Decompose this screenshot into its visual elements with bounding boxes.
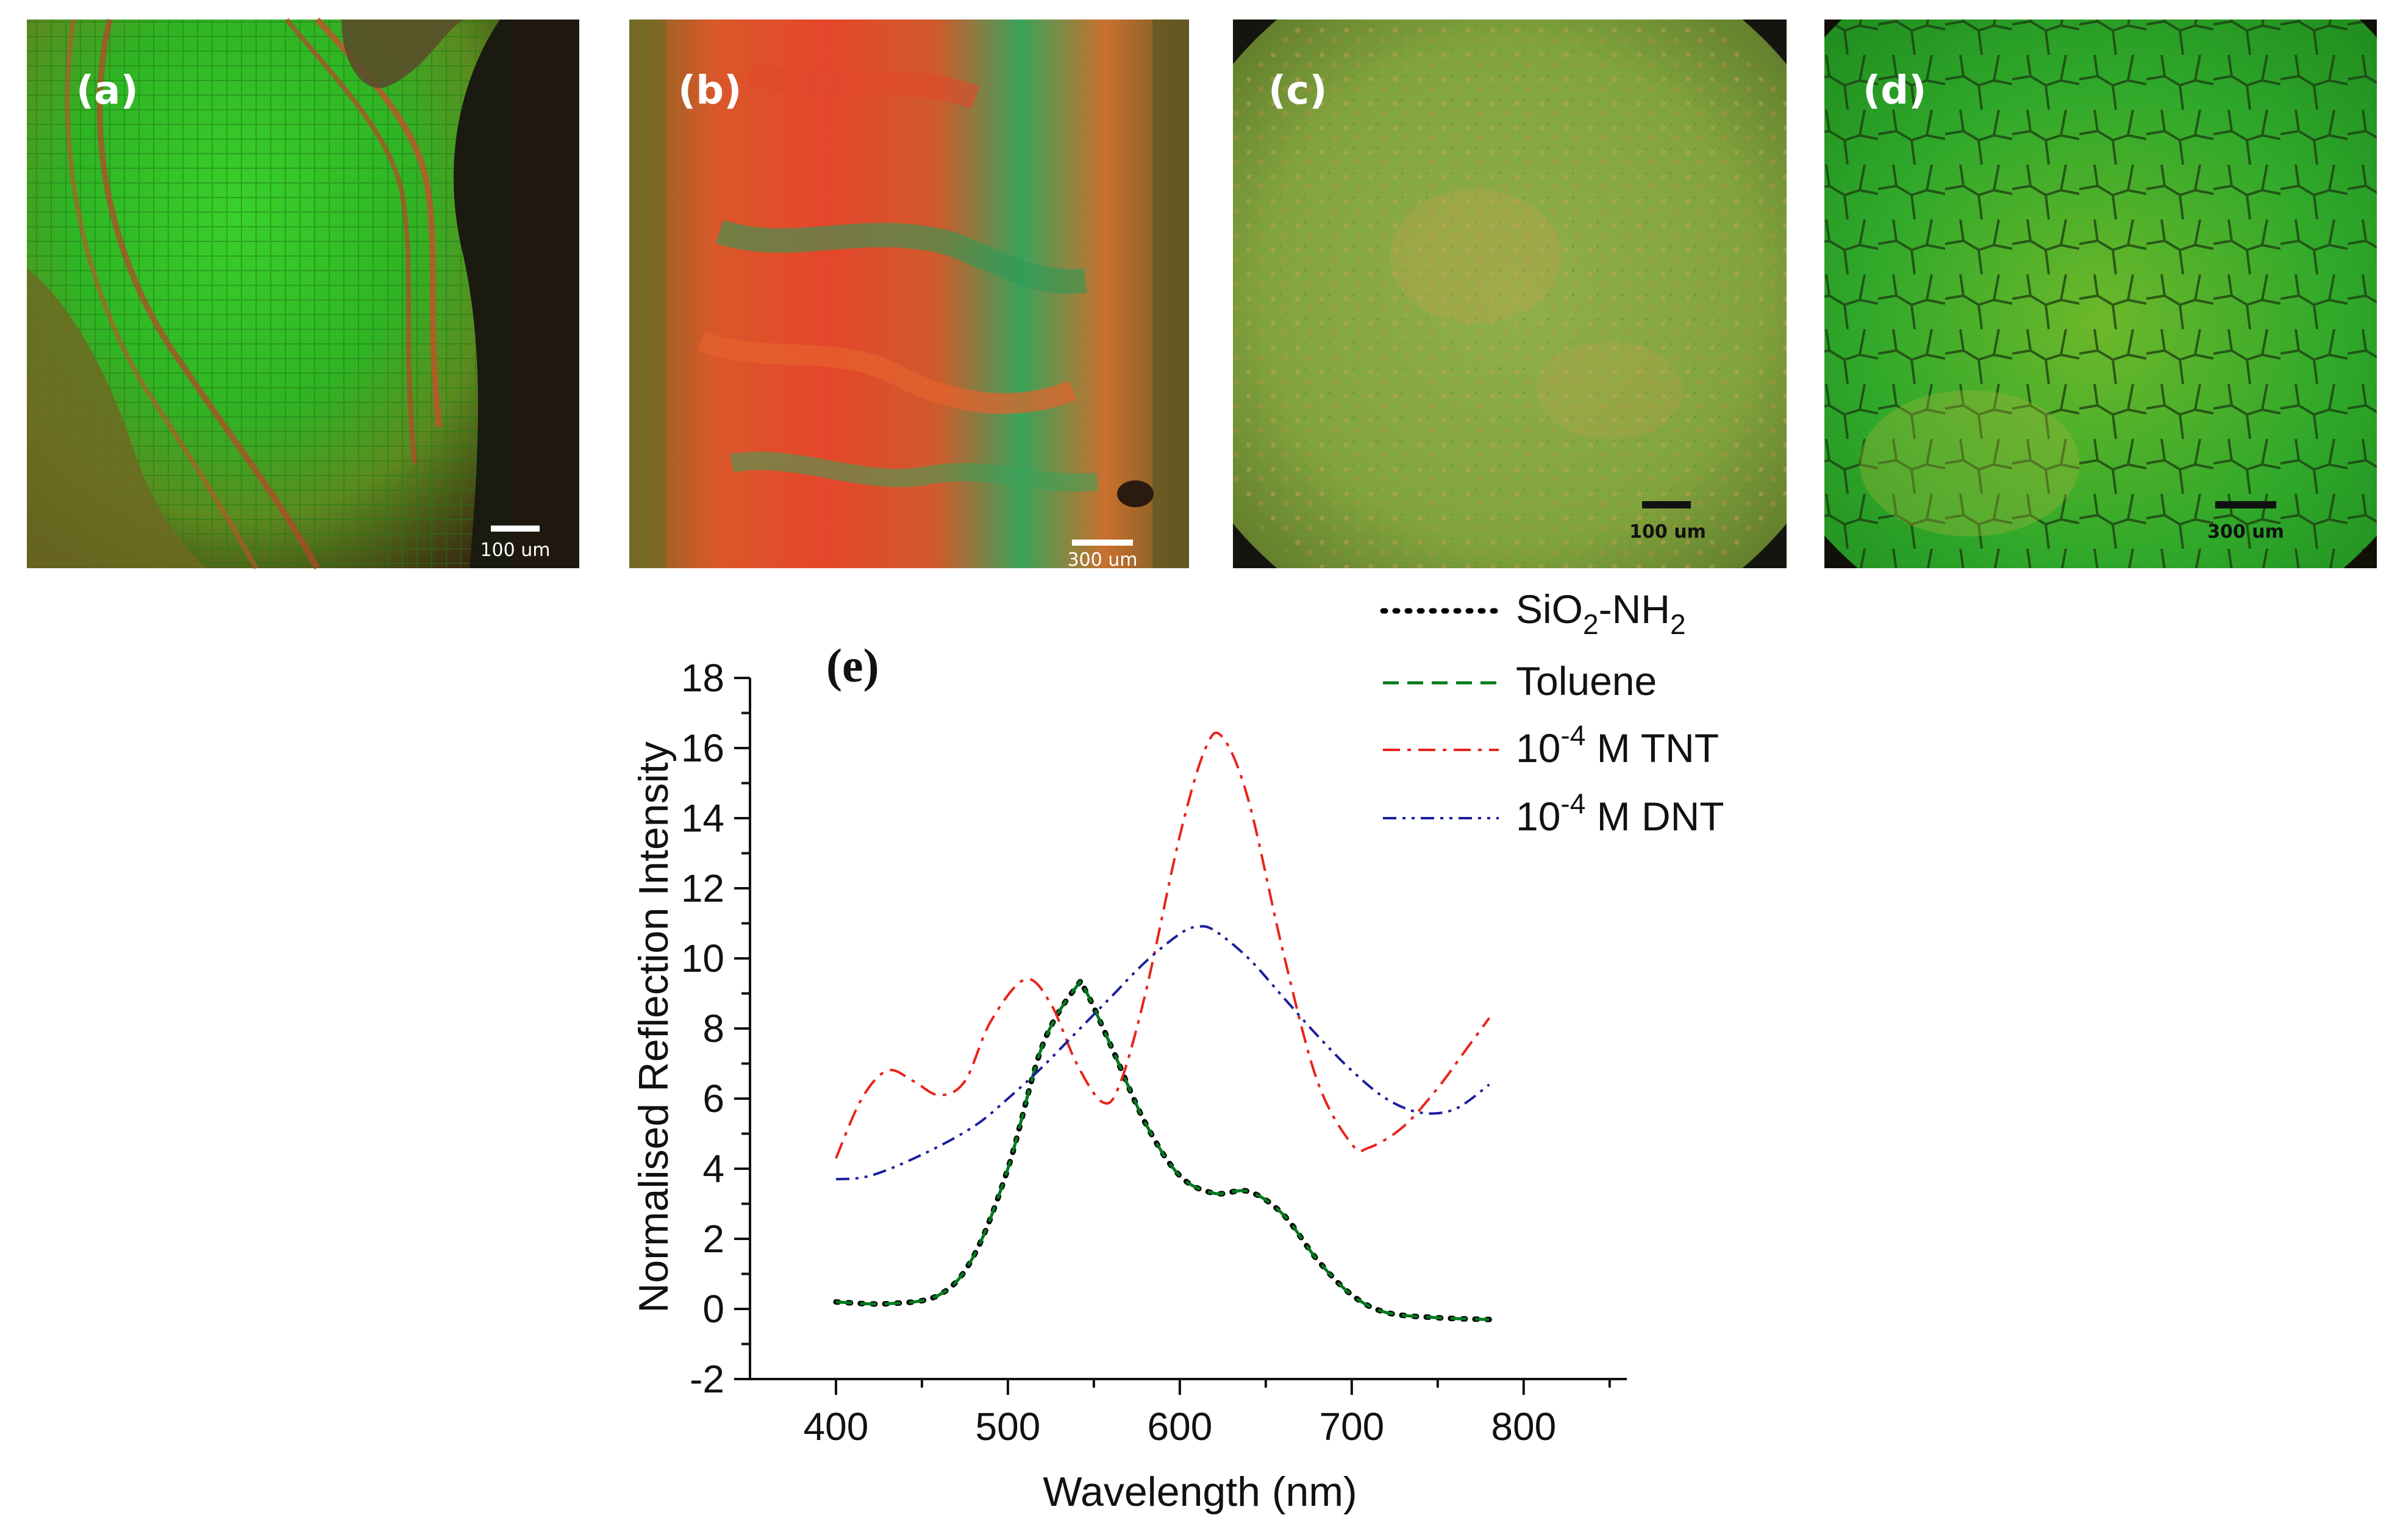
- legend-label-1: Toluene: [1516, 658, 1657, 704]
- x-tick-label: 600: [1148, 1405, 1213, 1449]
- panel-c-scale-bar: [1642, 501, 1691, 508]
- series-line-3: [835, 925, 1490, 1181]
- panel-c-scale-label: 100 um: [1629, 521, 1706, 543]
- series-line-0: [833, 978, 1492, 1322]
- micrograph-panel-a: (a) 100 um: [27, 17, 579, 570]
- series-lines: [833, 731, 1492, 1322]
- legend-label-0: SiO2-NH2: [1516, 586, 1686, 640]
- y-tick-label: 4: [702, 1147, 724, 1191]
- chart-axes: [749, 678, 1627, 1380]
- y-tick-label: 10: [681, 936, 724, 980]
- panel-c-label: (c): [1268, 68, 1327, 113]
- x-tick-label: 800: [1491, 1405, 1556, 1449]
- y-tick-label: 6: [702, 1077, 724, 1121]
- micrograph-panel-c: (c) 100 um: [1233, 20, 1787, 568]
- series-line-1: [835, 979, 1490, 1321]
- legend-label-2: 10-4 M TNT: [1516, 719, 1719, 771]
- micrograph-panel-b: (b) 300 um: [629, 20, 1189, 571]
- panel-d-scale-label: 300 um: [2207, 521, 2284, 543]
- panel-a-label: (a): [76, 68, 138, 113]
- y-tick-label: 16: [681, 726, 724, 770]
- panel-b-label: (b): [678, 68, 741, 113]
- x-tick-label: 500: [976, 1405, 1041, 1449]
- panel-d-label: (d): [1863, 68, 1926, 113]
- legend-label-3: 10-4 M DNT: [1516, 788, 1724, 839]
- panel-a-scale-label: 100 um: [480, 540, 550, 561]
- y-tick-label: -2: [690, 1357, 724, 1401]
- series-line-2: [835, 731, 1491, 1159]
- x-tick-label: 400: [804, 1405, 869, 1449]
- x-axis-ticks: 400 500 600 700 800: [804, 1379, 1611, 1449]
- y-tick-label: 18: [681, 656, 724, 700]
- chart-panel-label: (e): [826, 639, 879, 692]
- y-axis-ticks: -2 0 2 4 6 8 10 12 14 16 18: [681, 656, 750, 1401]
- y-tick-label: 8: [702, 1007, 724, 1050]
- y-tick-label: 0: [702, 1287, 724, 1331]
- x-tick-label: 700: [1319, 1405, 1384, 1449]
- reflection-spectrum-chart: 400 500 600 700 800 -2 0 2 4 6 8 10 12 14 16 18 (e) Wa…: [630, 586, 1724, 1515]
- panel-b-scale-bar: [1072, 540, 1133, 546]
- y-axis-title: Normalised Reflection Intensity: [630, 741, 677, 1313]
- y-tick-label: 12: [681, 866, 724, 910]
- panel-a-scale-bar: [491, 526, 540, 532]
- micrograph-panel-d: (d) 300 um: [1824, 20, 2377, 568]
- y-tick-label: 2: [702, 1217, 724, 1261]
- y-tick-label: 14: [681, 796, 724, 840]
- panel-b-scale-label: 300 um: [1067, 549, 1137, 571]
- chart-legend: SiO2-NH2 Toluene 10-4 M TNT 10-4 M DNT: [1380, 586, 1724, 839]
- x-axis-title: Wavelength (nm): [1043, 1469, 1357, 1515]
- panel-d-scale-bar: [2215, 501, 2276, 508]
